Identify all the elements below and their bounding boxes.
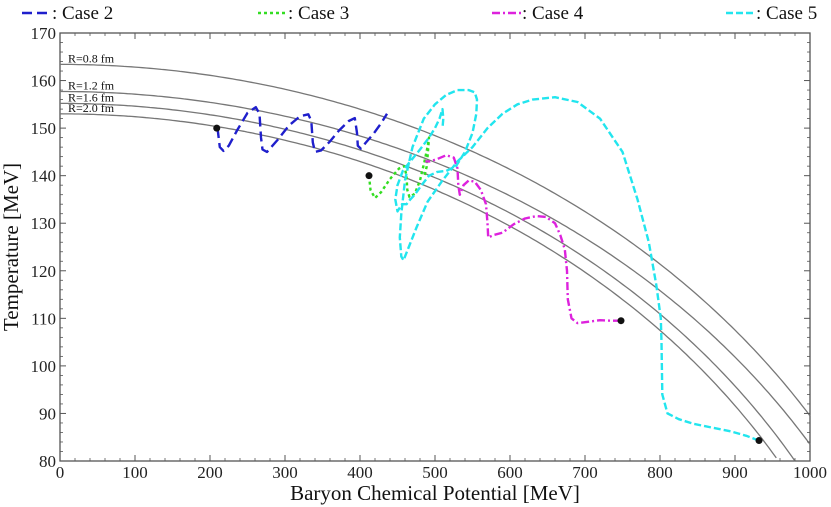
boundary-label: R=0.8 fm: [68, 51, 115, 65]
start-markers: [213, 124, 763, 445]
y-tick-label: 160: [31, 72, 57, 91]
y-tick-label: 110: [31, 309, 56, 328]
data-point-marker: [755, 437, 763, 445]
boundary-label: R=1.6 fm: [68, 90, 115, 104]
y-tick-label: 100: [31, 357, 57, 376]
boundary-curve: [60, 90, 811, 445]
series-line: [425, 154, 621, 325]
y-tick-label: 150: [31, 119, 57, 138]
y-tick-label: 140: [31, 167, 57, 186]
data-point-marker: [213, 124, 221, 132]
axis-ticks: 0 100 200 300 400 500 600 700 800 900 1000 80 90 100 1…: [31, 24, 828, 482]
x-tick-label: 0: [56, 463, 65, 482]
x-tick-label: 300: [272, 463, 298, 482]
y-tick-label: 170: [31, 24, 57, 43]
x-tick-label: 400: [347, 463, 373, 482]
x-tick-label: 200: [197, 463, 223, 482]
boundary-label: R=2.0 fm: [68, 101, 115, 115]
boundary-curve: [59, 113, 777, 459]
boundary-curve: [60, 102, 796, 462]
boundary-curve: [60, 63, 811, 417]
x-tick-label: 700: [572, 463, 598, 482]
x-tick-label: 100: [122, 463, 148, 482]
x-tick-label: 1000: [793, 463, 827, 482]
legend-label: : Case 4: [522, 3, 584, 24]
legend-label: : Case 3: [288, 3, 349, 24]
legend-label: : Case 5: [756, 3, 817, 24]
y-tick-label: 80: [39, 452, 56, 471]
series-line: [367, 136, 431, 200]
x-tick-label: 500: [422, 463, 448, 482]
legend-label: : Case 2: [52, 3, 113, 24]
series-line: [216, 106, 389, 154]
x-tick-label: 900: [722, 463, 748, 482]
y-tick-label: 130: [31, 214, 57, 233]
data-series: [216, 88, 760, 442]
y-tick-label: 120: [31, 262, 57, 281]
data-point-marker: [617, 317, 625, 325]
y-tick-label: 90: [39, 404, 56, 423]
y-axis-title: Temperature [MeV]: [0, 163, 23, 331]
x-axis-title: Baryon Chemical Potential [MeV]: [290, 481, 580, 505]
boundary-curves: R=0.8 fm R=1.2 fmR=1.6 fmR=2.0 fm: [59, 51, 811, 462]
data-point-marker: [365, 172, 373, 180]
series-line: [394, 88, 760, 442]
boundary-label: R=1.2 fm: [68, 78, 115, 92]
x-tick-label: 800: [647, 463, 673, 482]
legend: : Case 2 : Case 3 : Case 4 : Case 5: [22, 3, 817, 24]
x-tick-label: 600: [497, 463, 523, 482]
